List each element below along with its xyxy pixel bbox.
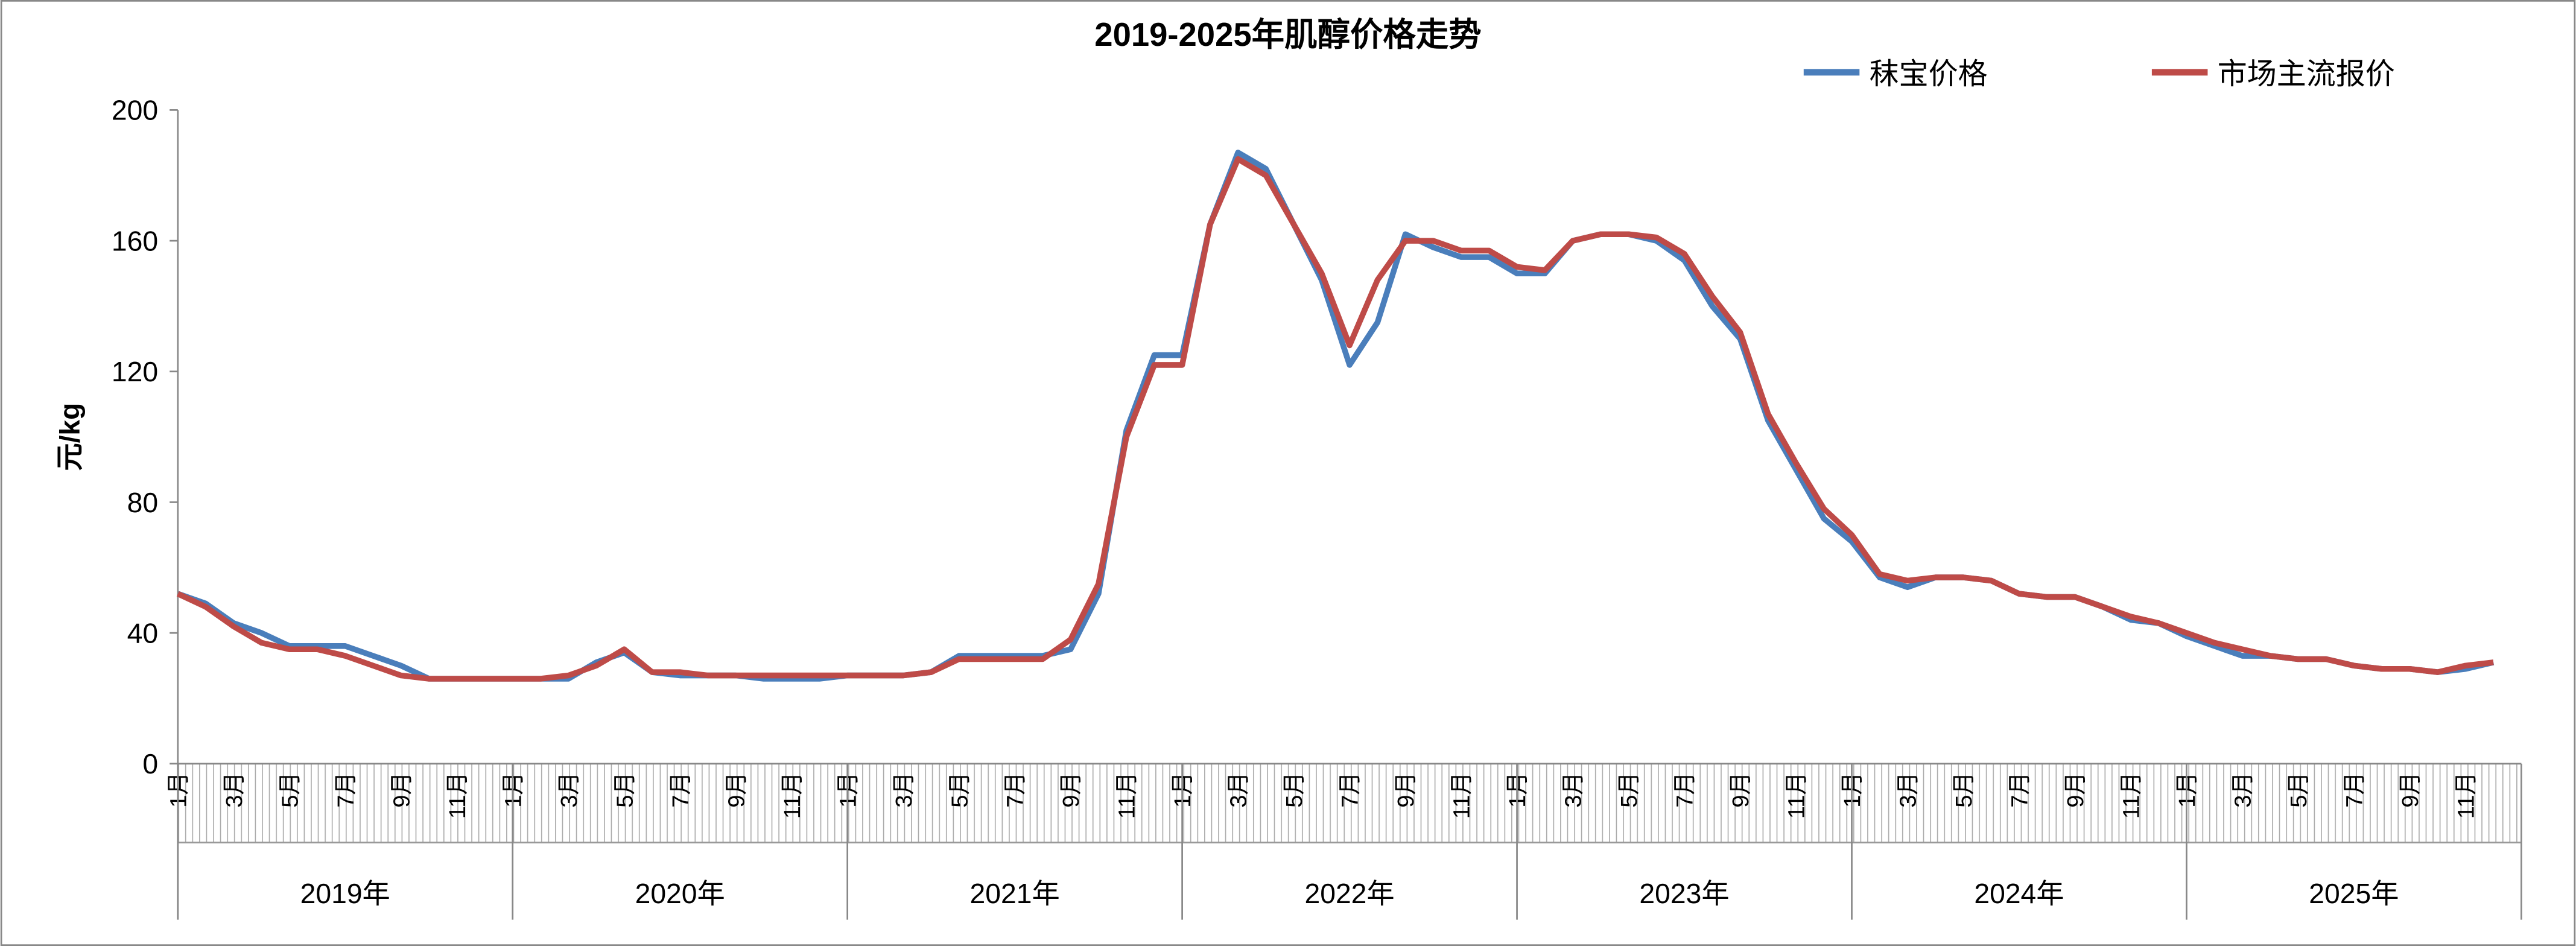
x-tick-label: 5月 <box>1617 772 1642 807</box>
x-tick-label: 1月 <box>501 772 526 807</box>
x-tick-label: 7月 <box>2008 772 2033 807</box>
x-group-label: 2024年 <box>1974 878 2064 909</box>
x-tick-label: 7月 <box>2343 772 2368 807</box>
x-group-label: 2021年 <box>970 878 1060 909</box>
legend-label: 秣宝价格 <box>1870 58 1988 90</box>
legend: 秣宝价格 市场主流报价 <box>1803 58 2395 90</box>
x-tick-label: 9月 <box>2063 772 2089 807</box>
x-tick-label: 1月 <box>2175 772 2200 807</box>
x-group-label: 2020年 <box>635 878 725 909</box>
y-tick-label: 40 <box>127 617 158 649</box>
x-tick-label: 11月 <box>1115 772 1140 819</box>
x-group-label: 2025年 <box>2309 878 2399 909</box>
axis-hatch <box>177 763 2522 843</box>
x-tick-label: 3月 <box>1896 772 1921 807</box>
x-tick-label: 1月 <box>166 772 191 807</box>
x-tick-label: 3月 <box>222 772 247 807</box>
x-tick-label: 9月 <box>389 772 414 807</box>
x-tick-label: 5月 <box>2286 772 2312 807</box>
x-tick-label: 7月 <box>1673 772 1698 807</box>
x-tick-label: 1月 <box>1840 772 1865 807</box>
x-tick-label: 1月 <box>836 772 861 807</box>
x-tick-label: 7月 <box>334 772 359 807</box>
x-tick-label: 9月 <box>1394 772 1419 807</box>
x-tick-label: 3月 <box>1561 772 1587 807</box>
x-tick-label: 1月 <box>1505 772 1531 807</box>
x-tick-label: 9月 <box>1728 772 1754 807</box>
y-tick-label: 160 <box>112 225 158 256</box>
x-tick-label: 5月 <box>612 772 638 807</box>
y-tick-label: 0 <box>142 748 158 779</box>
x-tick-label: 9月 <box>2398 772 2423 807</box>
x-tick-label: 1月 <box>1170 772 1196 807</box>
x-group-label: 2019年 <box>300 878 390 909</box>
x-tick-label: 5月 <box>278 772 303 807</box>
x-tick-label: 7月 <box>668 772 694 807</box>
x-group-label: 2022年 <box>1304 878 1394 909</box>
x-tick-label: 11月 <box>2119 772 2145 819</box>
x-tick-label: 7月 <box>1338 772 1363 807</box>
series-line <box>176 156 2494 682</box>
x-tick-label: 5月 <box>1282 772 1307 807</box>
x-tick-label: 3月 <box>2231 772 2256 807</box>
x-tick-label: 11月 <box>2454 772 2479 819</box>
x-tick-label: 9月 <box>1059 772 1084 807</box>
y-tick-label: 120 <box>112 356 158 387</box>
x-tick-label: 9月 <box>724 772 749 807</box>
x-group-label: 2023年 <box>1639 878 1729 909</box>
y-axis-title: 元/kg <box>54 403 85 471</box>
x-tick-label: 3月 <box>557 772 582 807</box>
y-tick-label: 200 <box>112 95 158 126</box>
x-tick-label: 3月 <box>1226 772 1252 807</box>
x-tick-label: 11月 <box>780 772 805 819</box>
y-tick-label: 80 <box>127 487 158 518</box>
x-tick-label: 11月 <box>1450 772 1475 819</box>
x-tick-label: 5月 <box>947 772 972 807</box>
x-tick-label: 11月 <box>445 772 471 819</box>
chart-title: 2019-2025年肌醇价格走势 <box>1094 16 1481 53</box>
x-tick-label: 7月 <box>1003 772 1029 807</box>
x-tick-label: 11月 <box>1784 772 1810 819</box>
x-tick-label: 3月 <box>892 772 917 807</box>
legend-label: 市场主流报价 <box>2218 58 2395 90</box>
x-tick-label: 5月 <box>1952 772 1977 807</box>
